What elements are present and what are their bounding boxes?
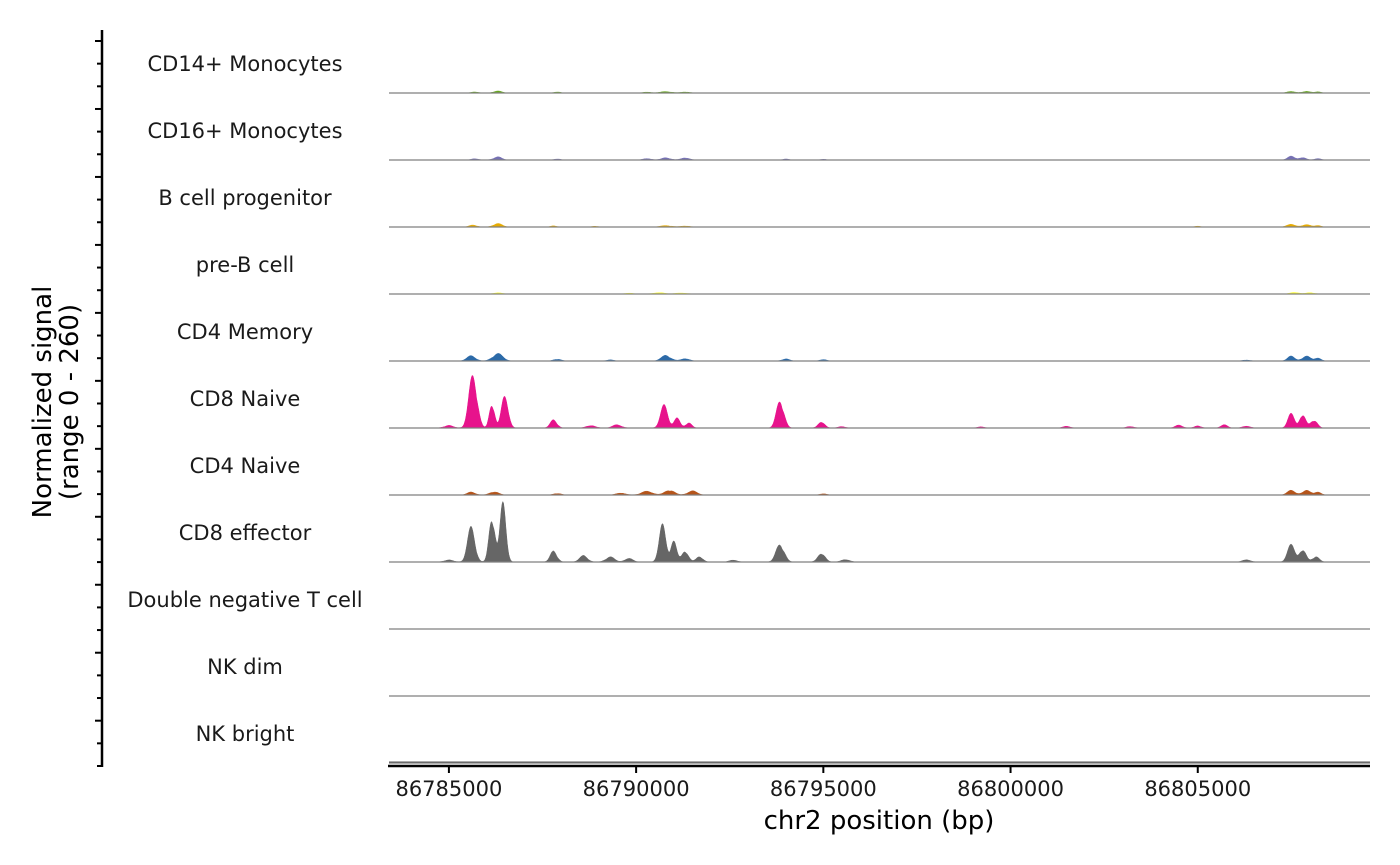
track-label: NK bright	[196, 722, 295, 746]
track: NK dim	[207, 655, 1370, 697]
track: NK bright	[196, 722, 1370, 764]
track: Double negative T cell	[127, 588, 1370, 630]
track-label: B cell progenitor	[158, 186, 332, 210]
track-label: Double negative T cell	[127, 588, 362, 612]
y-axis-title: Normalized signal(range 0 - 260)	[28, 286, 85, 519]
y-axis-title-line: Normalized signal	[28, 286, 58, 519]
x-axis-tick-label: 86805000	[1144, 777, 1251, 801]
y-axis-title-line: (range 0 - 260)	[55, 304, 85, 500]
track-label: CD8 effector	[179, 521, 312, 545]
track: CD14+ Monocytes	[147, 52, 1370, 94]
track-signal-area	[452, 353, 1337, 362]
track: CD4 Memory	[177, 320, 1370, 362]
track-signal-area	[452, 489, 1337, 496]
track: CD16+ Monocytes	[147, 119, 1370, 161]
track-signal-area	[430, 500, 1335, 563]
track-label: NK dim	[207, 655, 283, 679]
track: CD8 effector	[179, 500, 1370, 563]
track-label: CD8 Naive	[190, 387, 301, 411]
track-signal-area	[430, 375, 1333, 429]
y-axis	[95, 30, 104, 767]
tracks: CD14+ Monocytes CD16+ Monocytes B cell pro…	[127, 52, 1370, 764]
x-axis-tick-label: 86795000	[770, 777, 877, 801]
track: CD4 Naive	[190, 454, 1370, 496]
track-label: pre-B cell	[196, 253, 294, 277]
x-axis-title: chr2 position (bp)	[764, 806, 995, 836]
track-label: CD4 Memory	[177, 320, 313, 344]
track: CD8 Naive	[190, 375, 1370, 429]
track-label: CD16+ Monocytes	[147, 119, 342, 143]
x-axis: 86785000 86790000 86795000 86800000 86805000	[388, 761, 1370, 801]
x-axis-tick-label: 86800000	[957, 777, 1064, 801]
x-axis-tick-label: 86790000	[583, 777, 690, 801]
track-label: CD14+ Monocytes	[147, 52, 342, 76]
track-label: CD4 Naive	[190, 454, 301, 478]
track: pre-B cell	[196, 253, 1370, 295]
x-axis-tick-label: 86785000	[395, 777, 502, 801]
track: B cell progenitor	[158, 186, 1370, 228]
